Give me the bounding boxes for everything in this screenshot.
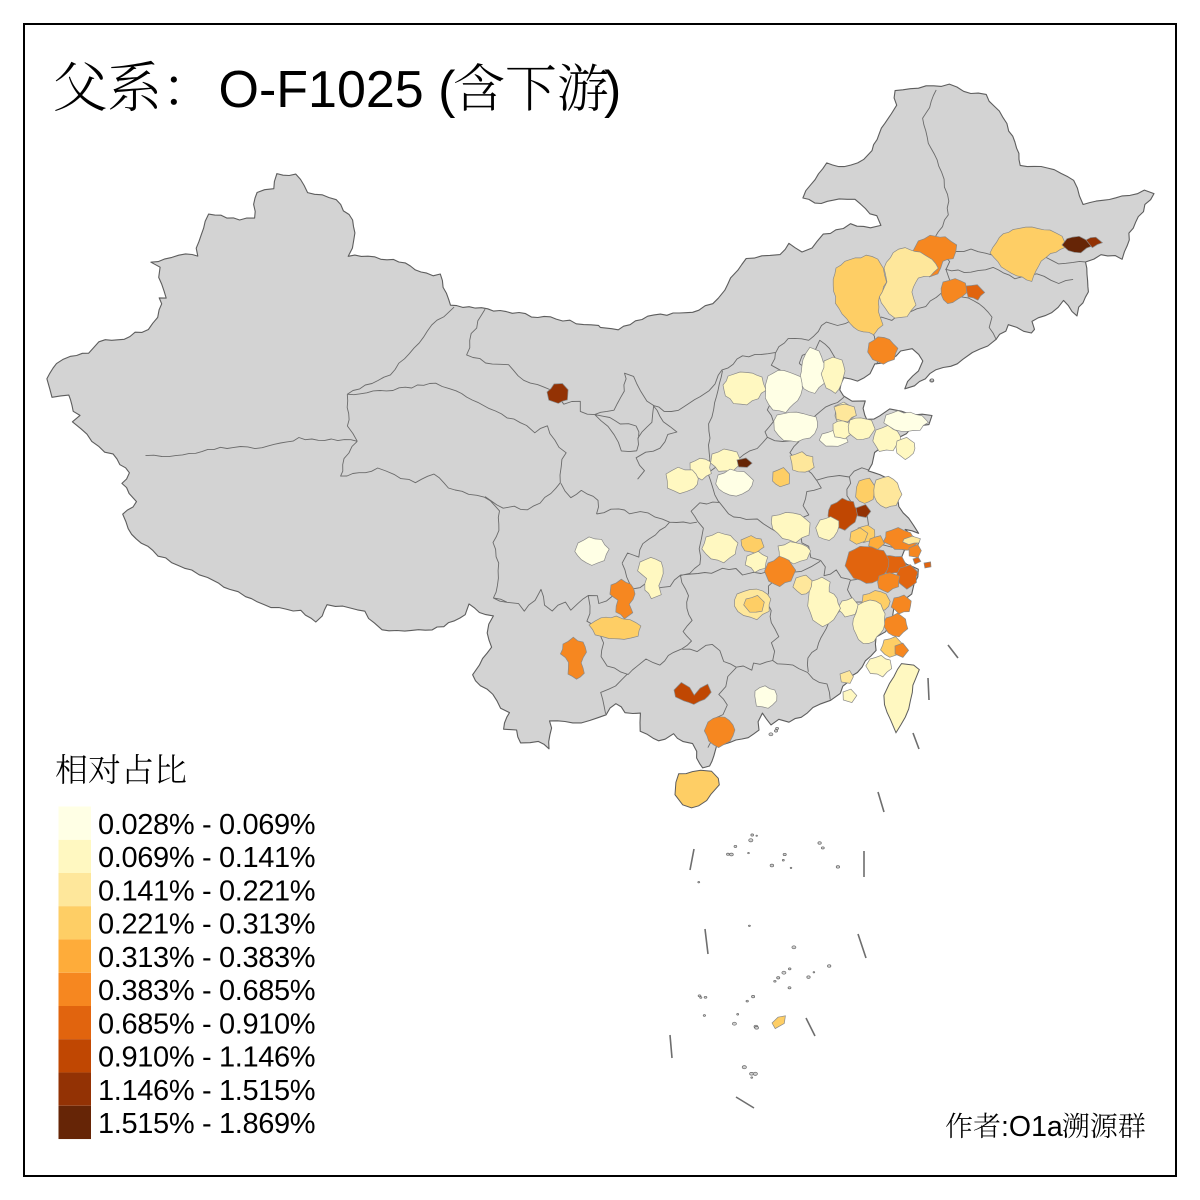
svg-text:1.146% - 1.515%: 1.146% - 1.515% [98,1075,315,1107]
svg-text:0.685% - 0.910%: 0.685% - 0.910% [98,1008,315,1040]
svg-text:0.910% - 1.146%: 0.910% - 1.146% [98,1042,315,1074]
svg-text:0.028% - 0.069%: 0.028% - 0.069% [98,809,315,841]
svg-text:0.221% - 0.313%: 0.221% - 0.313% [98,909,315,941]
svg-text::O1a: :O1a [1001,1111,1063,1143]
svg-text:): ) [604,61,621,119]
svg-text:1.515% - 1.869%: 1.515% - 1.869% [98,1108,315,1140]
svg-text:0.313% - 0.383%: 0.313% - 0.383% [98,942,315,974]
svg-text:0.383% - 0.685%: 0.383% - 0.685% [98,975,315,1007]
svg-text:O-F1025 (: O-F1025 ( [219,61,457,119]
svg-text:0.141% - 0.221%: 0.141% - 0.221% [98,875,315,907]
svg-text:0.069% - 0.141%: 0.069% - 0.141% [98,842,315,874]
